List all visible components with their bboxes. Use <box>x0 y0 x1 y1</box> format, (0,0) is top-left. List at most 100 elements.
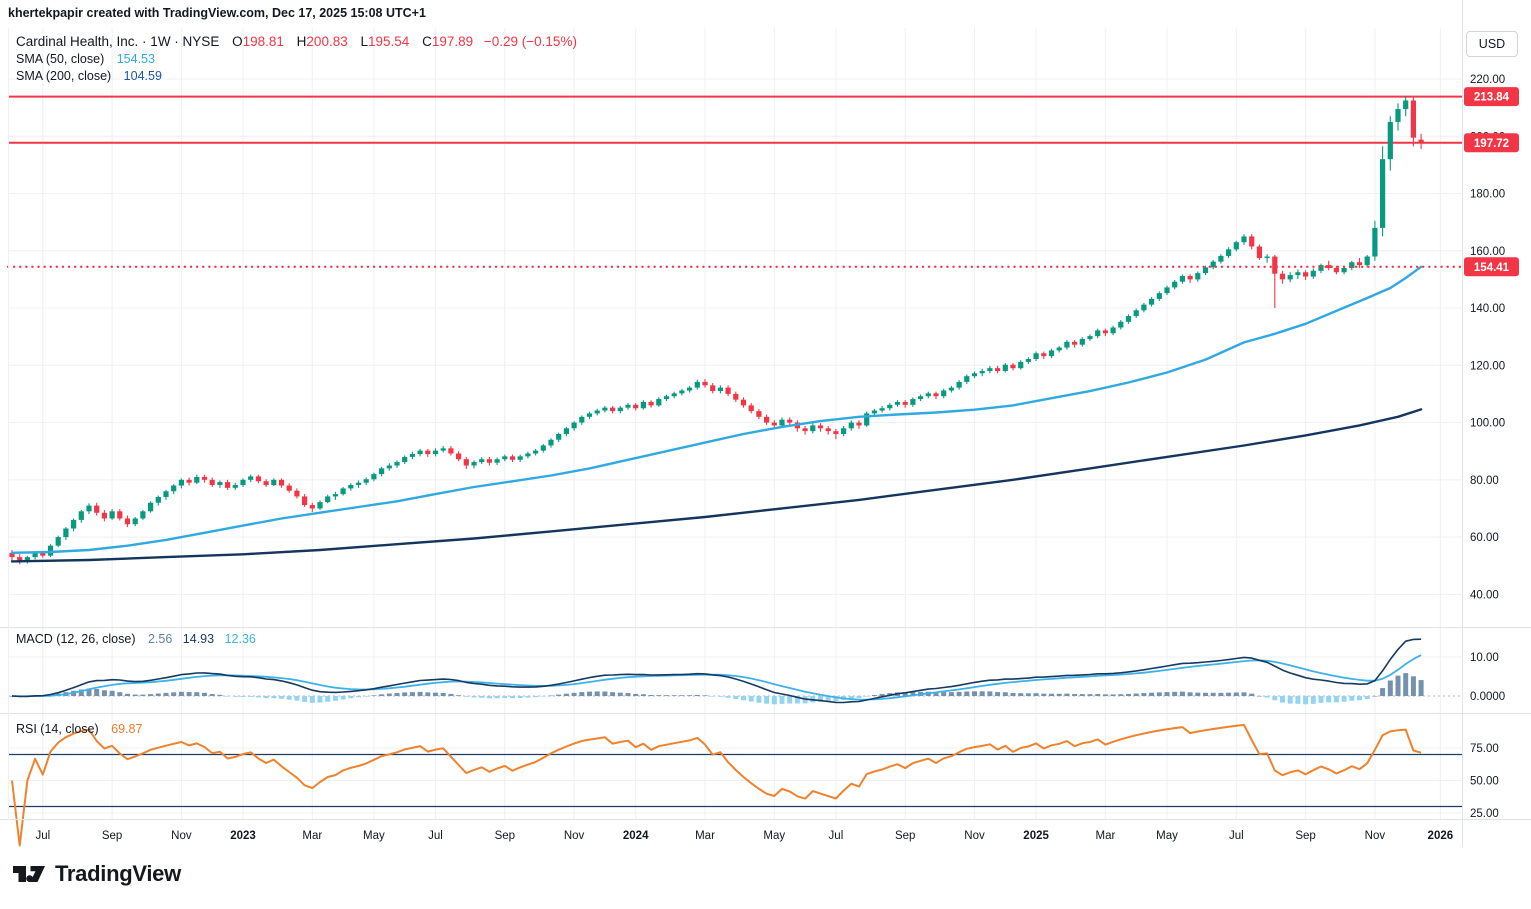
candle <box>1303 272 1309 277</box>
macd-histogram-bar <box>1164 692 1170 696</box>
candle <box>1033 353 1039 360</box>
macd-histogram-bar <box>717 696 723 697</box>
candle <box>1210 261 1216 268</box>
macd-histogram-bar <box>348 696 354 699</box>
time-scale[interactable] <box>0 820 1462 847</box>
candle <box>802 428 808 432</box>
time-tick-label: Nov <box>964 830 985 842</box>
macd-histogram-bar <box>448 693 454 696</box>
price-scale[interactable] <box>1462 0 1531 847</box>
macd-histogram-bar <box>548 695 554 697</box>
time-tick-label: Nov <box>564 830 585 842</box>
candle <box>71 519 77 529</box>
macd-histogram-bar <box>109 690 115 696</box>
macd-histogram-bar <box>848 696 854 699</box>
price-level-badge-text: 213.84 <box>1474 92 1510 104</box>
candle <box>887 404 893 409</box>
macd-histogram-bar <box>255 696 261 698</box>
candle <box>1387 121 1393 160</box>
candle <box>101 512 107 519</box>
macd-histogram-bar <box>833 696 839 702</box>
candle <box>687 387 693 391</box>
macd-histogram-bar <box>1156 692 1162 696</box>
candle <box>1264 256 1270 258</box>
tradingview-logo[interactable]: TradingView <box>12 860 181 888</box>
macd-signal-value: 12.36 <box>224 632 256 646</box>
price-tick-label: 80.00 <box>1470 475 1499 487</box>
macd-histogram-bar <box>633 693 639 696</box>
candle <box>140 511 146 519</box>
candle <box>440 448 446 451</box>
candle <box>710 385 716 392</box>
candle <box>610 407 616 412</box>
candle <box>1002 364 1008 372</box>
macd-histogram-bar <box>1033 693 1039 696</box>
candle <box>47 545 54 556</box>
candle <box>271 479 277 485</box>
candle <box>1226 249 1232 256</box>
time-tick-label: Nov <box>171 830 192 842</box>
candle <box>1395 109 1401 122</box>
time-tick-label: Sep <box>895 830 915 842</box>
macd-histogram-bar <box>86 688 92 696</box>
macd-histogram-bar <box>78 689 84 696</box>
price-tick-label: 160.00 <box>1470 246 1505 258</box>
candle <box>1025 359 1031 362</box>
candle <box>86 505 92 512</box>
macd-histogram-bar <box>1295 696 1301 704</box>
macd-histogram-bar <box>902 692 908 696</box>
candle <box>602 407 608 411</box>
candle <box>309 505 315 509</box>
candle <box>1095 330 1101 337</box>
candle <box>1125 316 1132 322</box>
macd-histogram-bar <box>471 696 477 698</box>
macd-histogram-bar <box>1226 692 1232 696</box>
macd-histogram-bar <box>1387 680 1393 696</box>
candle <box>432 450 439 455</box>
candle <box>663 396 670 400</box>
macd-histogram-bar <box>271 696 277 699</box>
macd-histogram-bar <box>371 695 377 696</box>
sma50-label: SMA (50, close) <box>16 52 105 66</box>
candle <box>417 450 423 455</box>
macd-histogram-bar <box>309 696 315 703</box>
macd-histogram-bar <box>1102 694 1108 696</box>
candle <box>971 373 978 377</box>
macd-histogram-bar <box>479 696 485 698</box>
time-tick-label: 2025 <box>1023 830 1049 842</box>
macd-histogram-bar <box>263 696 269 699</box>
macd-histogram-bar <box>1149 692 1155 696</box>
candle <box>225 482 231 488</box>
macd-histogram-bar <box>1056 693 1062 696</box>
chart-canvas[interactable]: 220.00200.00180.00160.00140.00120.00100.… <box>0 0 1531 850</box>
macd-histogram-bar <box>687 695 693 696</box>
candle <box>109 511 115 519</box>
candle <box>1041 353 1047 357</box>
macd-histogram-bar <box>725 696 731 698</box>
macd-histogram-bar <box>1333 696 1339 703</box>
price-tick-label: 100.00 <box>1470 418 1505 430</box>
macd-histogram-bar <box>209 694 215 696</box>
candle <box>1256 246 1262 258</box>
time-tick-label: May <box>363 830 385 842</box>
candle <box>1064 341 1070 348</box>
macd-histogram-bar <box>602 691 608 696</box>
macd-histogram-bar <box>171 692 177 696</box>
macd-histogram-bar <box>1179 691 1185 696</box>
candle <box>833 431 839 435</box>
candle <box>1349 262 1355 268</box>
candle <box>494 459 500 463</box>
time-tick-label: 2024 <box>623 830 649 842</box>
candle <box>171 485 177 492</box>
candle <box>1233 242 1239 250</box>
candle <box>124 518 131 525</box>
macd-histogram-bar <box>610 692 616 696</box>
candle <box>879 408 885 411</box>
macd-histogram-bar <box>286 696 292 700</box>
macd-histogram-bar <box>225 696 231 697</box>
candle <box>1356 262 1363 266</box>
currency-button[interactable]: USD <box>1466 31 1518 57</box>
macd-histogram-bar <box>386 693 392 696</box>
candle <box>1141 304 1147 311</box>
macd-histogram-bar <box>1395 675 1401 696</box>
